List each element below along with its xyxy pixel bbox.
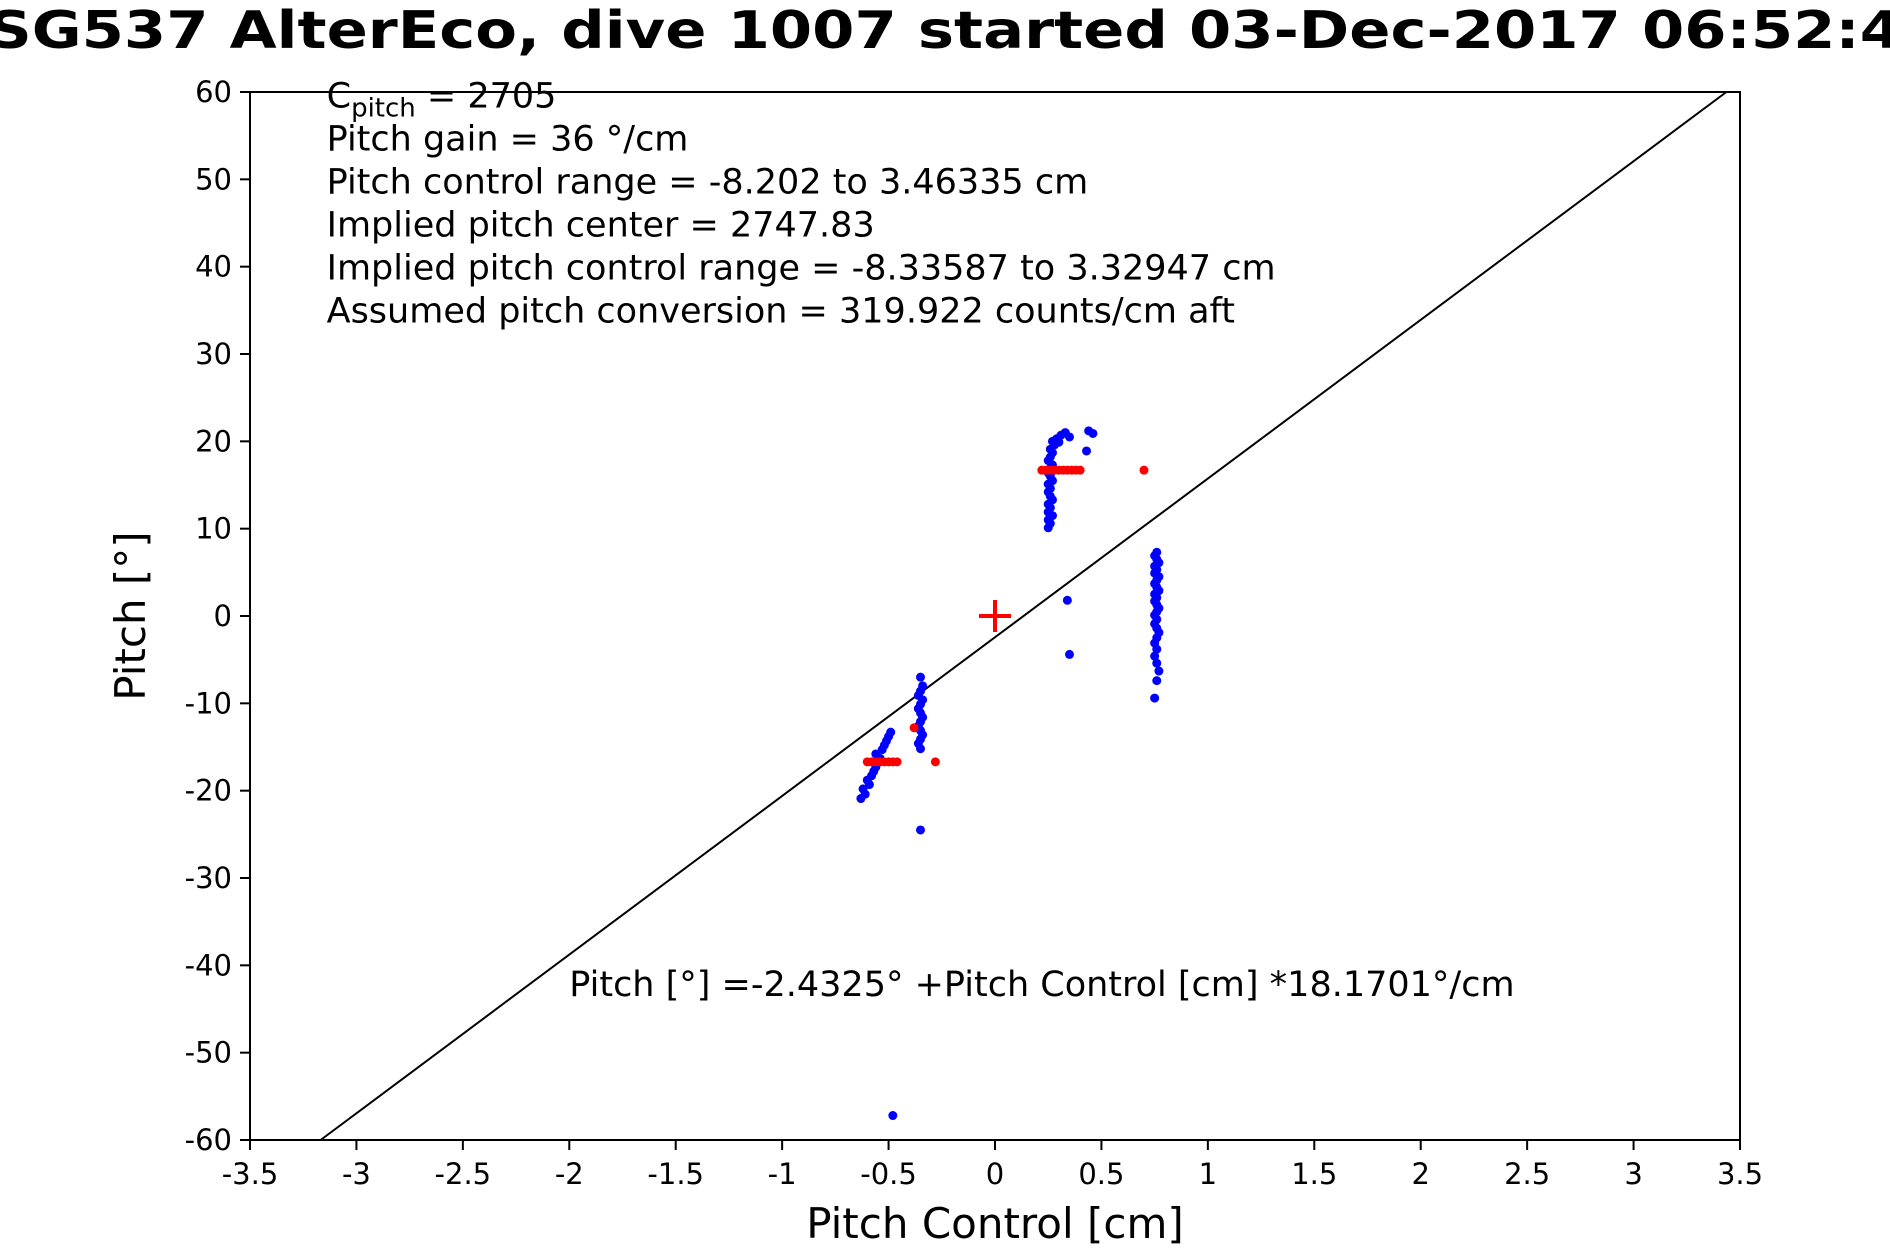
y-tick-label: -40 <box>185 948 232 982</box>
x-tick-label: -3.5 <box>222 1157 279 1191</box>
data-point-commanded-pitch <box>1139 465 1149 475</box>
data-point-commanded-pitch <box>892 757 902 767</box>
data-point-observed-pitch <box>1152 676 1162 686</box>
data-point-observed-pitch <box>1150 651 1160 661</box>
data-point-observed-pitch <box>888 1111 898 1121</box>
data-point-observed-pitch <box>871 749 881 759</box>
data-point-observed-pitch <box>1088 428 1098 438</box>
y-tick-label: -30 <box>185 861 232 895</box>
series-commanded-pitch <box>862 465 1149 767</box>
info-annotation-line: Implied pitch center = 2747.83 <box>327 206 875 246</box>
info-annotation-line: Assumed pitch conversion = 319.922 count… <box>327 292 1235 332</box>
data-point-observed-pitch <box>1152 644 1162 654</box>
data-point-observed-pitch <box>1065 432 1074 442</box>
x-axis-label: Pitch Control [cm] <box>806 1199 1184 1248</box>
data-point-observed-pitch <box>916 744 925 754</box>
x-tick-label: 1.5 <box>1291 1157 1337 1191</box>
data-point-observed-pitch <box>1065 649 1074 659</box>
chart-title: SG537 AlterEco, dive 1007 started 03-Dec… <box>0 1 1890 61</box>
info-annotation-line: Pitch gain = 36 °/cm <box>327 120 689 160</box>
x-tick-label: 1 <box>1199 1157 1217 1191</box>
info-annotation-line: Pitch control range = -8.202 to 3.46335 … <box>327 163 1089 203</box>
y-axis-label: Pitch [°] <box>106 531 155 700</box>
fit-line <box>320 91 1727 1141</box>
data-point-commanded-pitch <box>930 757 940 767</box>
data-point-commanded-pitch <box>909 723 919 733</box>
x-tick-label: -1.5 <box>647 1157 704 1191</box>
x-tick-label: 2 <box>1411 1157 1429 1191</box>
y-tick-label: -60 <box>185 1123 232 1157</box>
data-point-observed-pitch <box>886 727 896 737</box>
x-tick-label: -2 <box>555 1157 584 1191</box>
data-point-observed-pitch <box>916 825 925 835</box>
y-tick-label: -50 <box>185 1036 232 1070</box>
fit-equation-label: Pitch [°] =-2.4325° +Pitch Control [cm] … <box>569 965 1514 1005</box>
y-tick-label: 50 <box>195 162 232 196</box>
data-point-observed-pitch <box>916 672 925 682</box>
y-tick-label: -20 <box>185 774 232 808</box>
x-tick-label: -1 <box>768 1157 797 1191</box>
data-point-observed-pitch <box>1154 666 1164 676</box>
data-point-commanded-pitch <box>1075 465 1085 475</box>
x-tick-label: 2.5 <box>1504 1157 1550 1191</box>
x-tick-label: 3 <box>1624 1157 1642 1191</box>
data-point-observed-pitch <box>1062 595 1072 605</box>
x-tick-label: -0.5 <box>860 1157 917 1191</box>
y-tick-label: 30 <box>195 337 232 371</box>
data-point-observed-pitch <box>858 784 868 794</box>
x-tick-label: -3 <box>342 1157 371 1191</box>
y-tick-label: 10 <box>195 512 232 546</box>
series-pitch-center <box>979 600 1011 632</box>
y-tick-label: 0 <box>214 599 232 633</box>
y-tick-label: -10 <box>185 686 232 720</box>
data-point-observed-pitch <box>1152 658 1162 668</box>
x-tick-label: 3.5 <box>1717 1157 1763 1191</box>
data-point-observed-pitch <box>1082 446 1092 456</box>
series-observed-pitch <box>856 426 1164 1121</box>
x-tick-label: -2.5 <box>435 1157 492 1191</box>
data-point-observed-pitch <box>1054 437 1064 447</box>
y-tick-label: 60 <box>195 75 232 109</box>
y-tick-label: 20 <box>195 424 232 458</box>
y-tick-label: 40 <box>195 250 232 284</box>
info-annotation-line: Implied pitch control range = -8.33587 t… <box>327 249 1276 289</box>
x-tick-label: 0 <box>986 1157 1004 1191</box>
info-annotation-line: Cpitch = 2705 <box>327 77 557 124</box>
data-point-observed-pitch <box>1150 693 1160 703</box>
x-tick-label: 0.5 <box>1078 1157 1124 1191</box>
